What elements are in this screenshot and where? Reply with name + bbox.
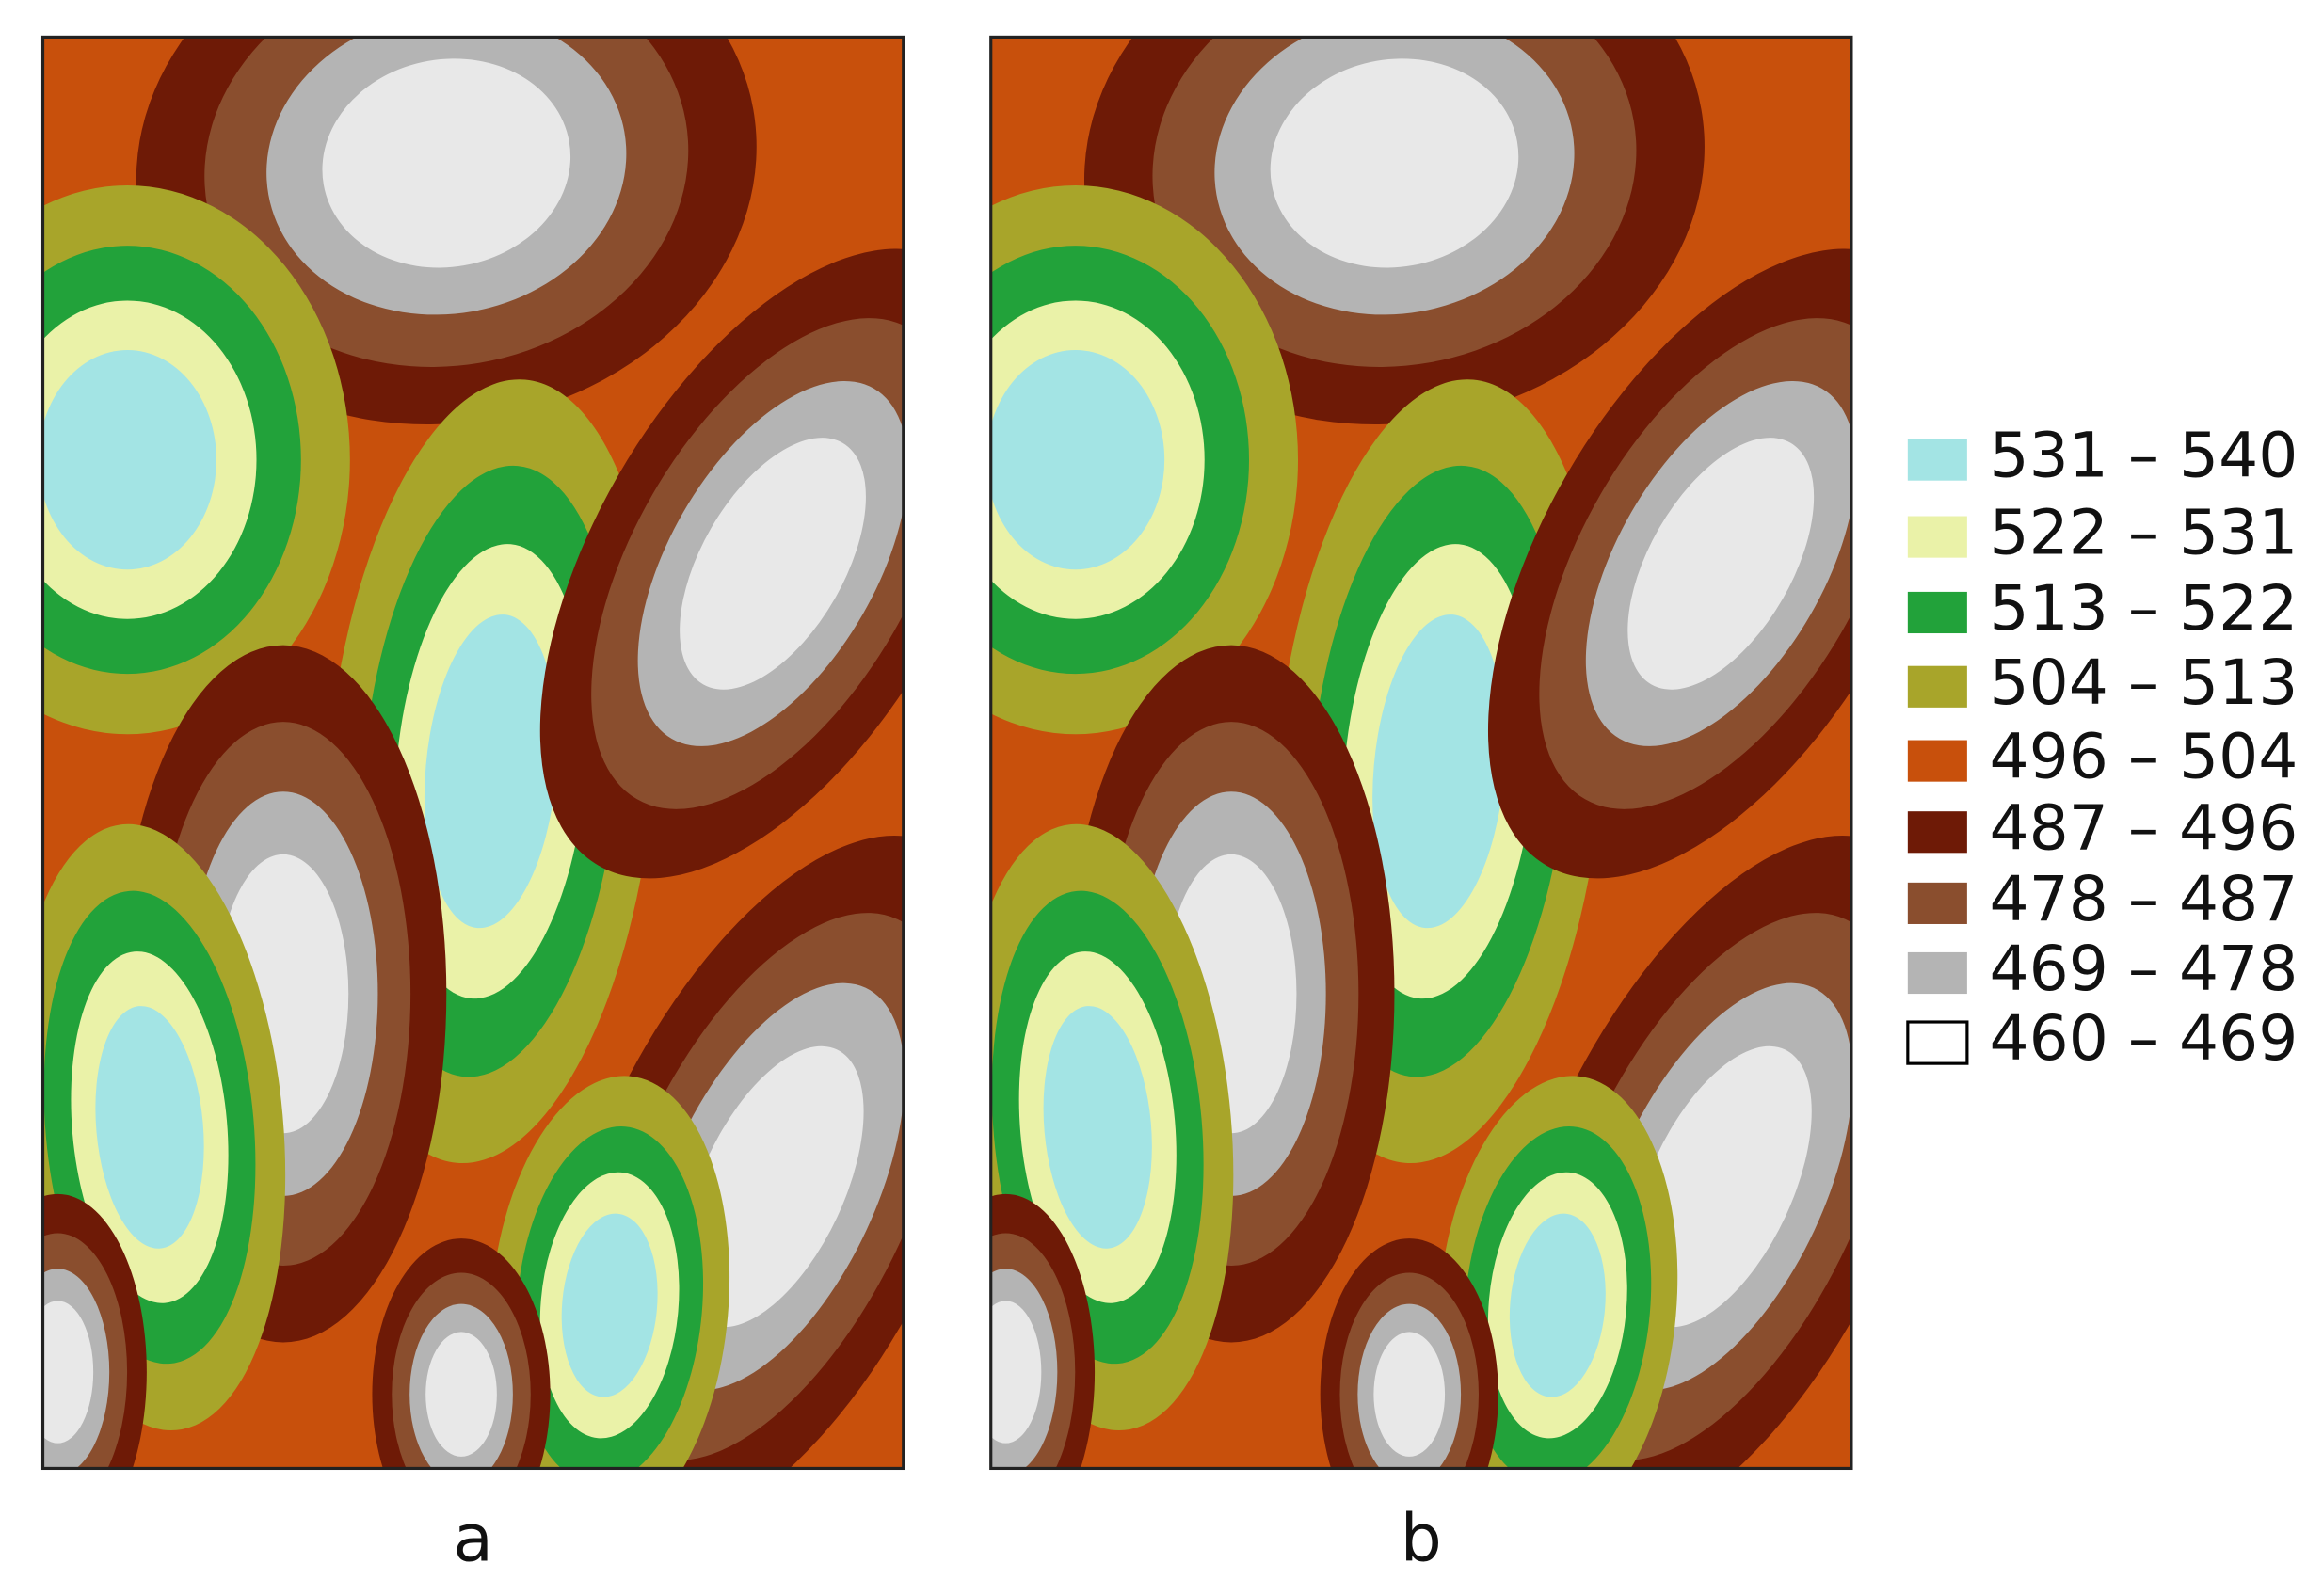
legend-swatch — [1907, 740, 1967, 782]
contour-band — [1373, 1332, 1446, 1457]
contour-band — [1270, 58, 1519, 268]
contour-band — [95, 1006, 204, 1249]
contour-band — [1372, 614, 1506, 929]
legend-swatch — [1907, 439, 1967, 481]
legend-swatch — [1907, 882, 1967, 924]
contour-band — [990, 350, 1165, 570]
contour-band — [424, 614, 558, 929]
contour-band — [42, 350, 216, 570]
legend-swatch — [1907, 811, 1967, 854]
legend-label: 478 – 487 — [1990, 863, 2299, 935]
panel-label: a — [453, 1501, 492, 1576]
legend-swatch — [1906, 1020, 1969, 1065]
legend-label: 531 – 540 — [1990, 420, 2299, 492]
contour-band — [1043, 1006, 1152, 1249]
terrain-map — [990, 37, 1851, 1469]
contour-band — [1509, 1213, 1606, 1397]
contour-band — [322, 58, 571, 268]
panel-frame — [989, 35, 1853, 1471]
legend-label: 487 – 496 — [1990, 791, 2299, 864]
legend-label: 522 – 531 — [1990, 497, 2299, 569]
panel-label: b — [1401, 1501, 1442, 1576]
legend-swatch — [1907, 591, 1967, 634]
contour-band — [561, 1213, 658, 1397]
legend-label: 504 – 513 — [1990, 646, 2299, 719]
contour-band — [1627, 438, 1815, 690]
legend-label: 469 – 478 — [1990, 933, 2299, 1005]
legend-label: 460 – 469 — [1990, 1002, 2299, 1075]
panel-frame — [40, 35, 905, 1471]
legend-label: 496 – 504 — [1990, 721, 2299, 793]
contour-band — [990, 1301, 1042, 1444]
terrain-map — [42, 37, 904, 1469]
legend-swatch — [1907, 516, 1967, 558]
contour-band — [42, 1301, 94, 1444]
contour-band — [425, 1332, 497, 1457]
contour-band — [680, 438, 866, 690]
legend-label: 513 – 522 — [1990, 572, 2299, 645]
legend-swatch — [1907, 665, 1967, 708]
legend-swatch — [1907, 951, 1967, 995]
